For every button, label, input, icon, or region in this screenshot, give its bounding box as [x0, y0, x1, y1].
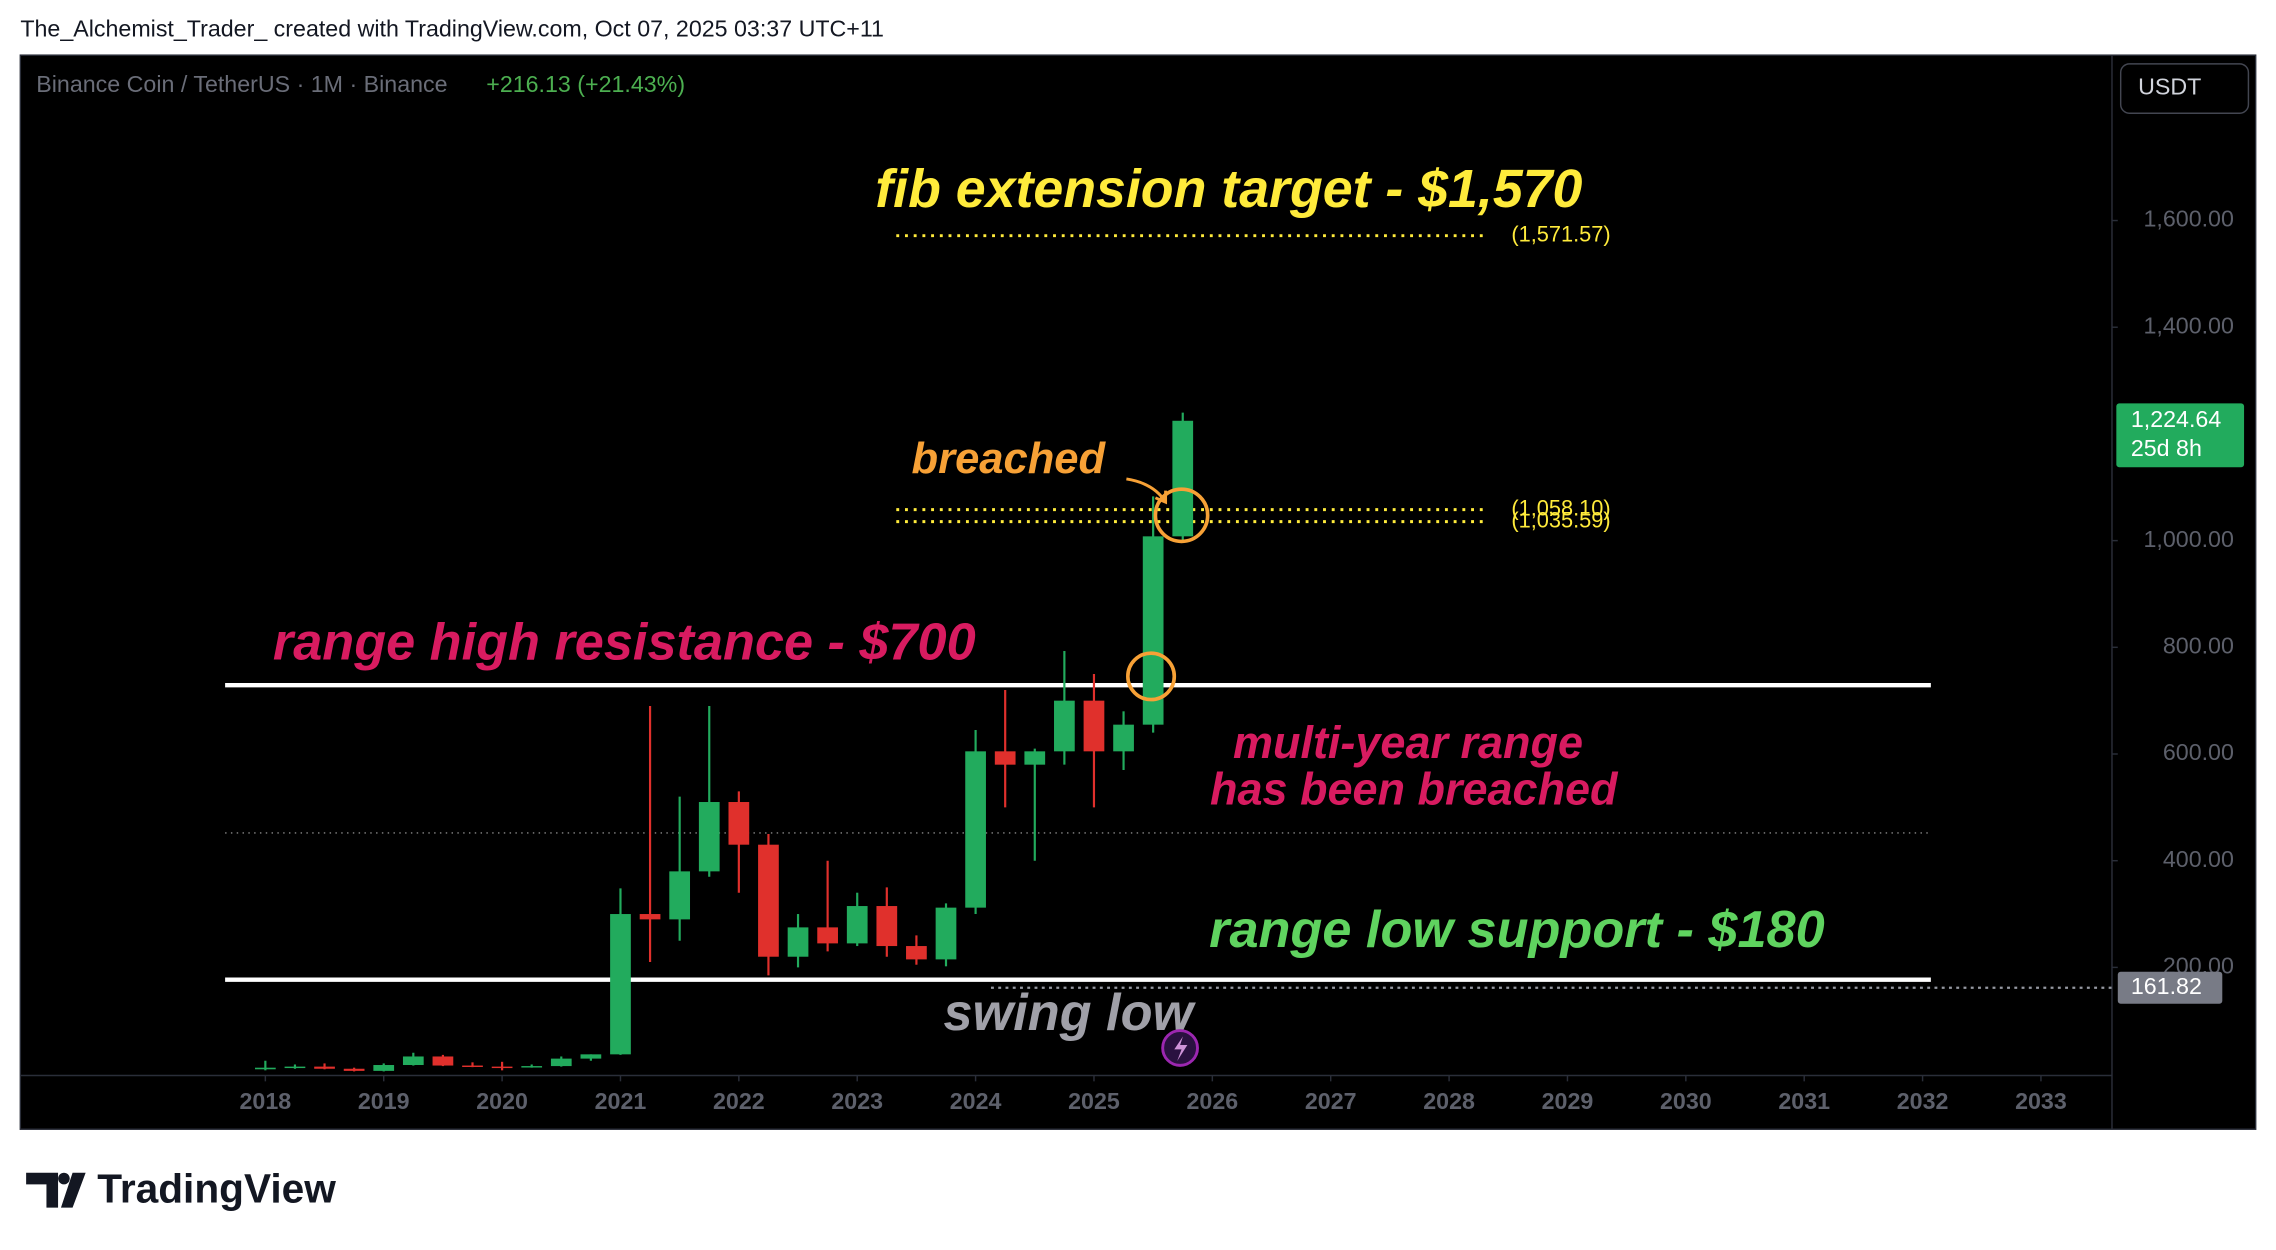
annotation: multi-year range — [1233, 717, 1583, 768]
candle-body — [343, 1068, 365, 1071]
candle-body — [639, 914, 661, 920]
x-tick-label: 2022 — [713, 1088, 765, 1114]
candle-body — [1142, 536, 1164, 725]
candle-body — [758, 844, 779, 957]
candle-body — [935, 907, 957, 960]
candle-body — [906, 946, 927, 960]
logo-mark — [26, 1172, 86, 1208]
y-tick-label: 1,000.00 — [2144, 526, 2234, 552]
last-price-badge — [2116, 403, 2245, 468]
candle-body — [787, 927, 809, 957]
x-tick-label: 2018 — [240, 1088, 292, 1114]
x-tick-label: 2020 — [476, 1088, 528, 1114]
chart-frame — [19, 54, 2257, 1130]
candle-body — [817, 927, 838, 944]
candle-body — [876, 906, 898, 947]
plot: (1,571.57) (1,058.10)(1,035.59) — [225, 219, 2118, 1082]
countdown: 25d 8h — [2131, 435, 2202, 461]
y-tick-label: 1,400.00 — [2144, 312, 2234, 338]
arrow — [1126, 477, 1168, 505]
candle-body — [1024, 751, 1046, 765]
x-tick-label: 2023 — [831, 1088, 883, 1114]
candle-body — [1054, 700, 1075, 752]
annotation: breached — [912, 435, 1107, 483]
x-tick-label: 2027 — [1305, 1088, 1357, 1114]
fib-label: (1,058.10) — [1511, 495, 1610, 520]
annotation: range low support - $180 — [1209, 901, 1825, 959]
annotation: swing low — [943, 984, 1196, 1042]
annotation: fib extension target - $1,570 — [875, 159, 1582, 219]
x-tick-label: 2026 — [1187, 1088, 1239, 1114]
brand: TradingView — [97, 1165, 336, 1211]
x-tick-label: 2019 — [358, 1088, 410, 1114]
candle-body — [432, 1056, 454, 1066]
candle-body — [284, 1066, 306, 1069]
x-tick-label: 2029 — [1542, 1088, 1594, 1114]
candle-body — [698, 802, 720, 872]
y-tick-label: 600.00 — [2163, 739, 2234, 765]
candle-body — [491, 1066, 513, 1069]
x-tick-label: 2021 — [595, 1088, 647, 1114]
price-badge-label: 161.82 — [2131, 973, 2202, 999]
candle-body — [610, 914, 631, 1055]
currency-button[interactable] — [2119, 63, 2250, 114]
price-badge — [2117, 971, 2223, 1004]
x-tick-label: 2025 — [1068, 1088, 1120, 1114]
candle-body — [373, 1065, 395, 1071]
y-tick-label: 400.00 — [2163, 846, 2234, 872]
candle-body — [314, 1066, 335, 1069]
candle-body — [462, 1065, 483, 1067]
candle-body — [1172, 420, 1194, 537]
x-tick-label: 2032 — [1897, 1088, 1949, 1114]
annotation: has been breached — [1210, 763, 1619, 814]
y-tick-label: 1,600.00 — [2144, 206, 2234, 232]
candle-body — [994, 751, 1016, 765]
candle-body — [1083, 700, 1105, 752]
x-tick-label: 2028 — [1423, 1088, 1475, 1114]
change: +216.13 (+21.43%) — [486, 71, 685, 97]
symbol: Binance Coin / TetherUS · 1M · Binance — [36, 71, 447, 97]
candle-body — [965, 751, 986, 908]
candle-body — [846, 906, 868, 944]
candle-body — [1113, 724, 1134, 752]
candle-body — [521, 1066, 543, 1068]
candle-body — [550, 1058, 572, 1067]
x-tick-label: 2031 — [1778, 1088, 1830, 1114]
candle-body — [728, 802, 750, 845]
caption: The_Alchemist_Trader_ created with Tradi… — [20, 16, 884, 42]
fib-label: (1,571.57) — [1511, 221, 1610, 246]
fib-label: (1,035.59) — [1511, 507, 1610, 532]
x-tick-label: 2030 — [1660, 1088, 1712, 1114]
currency[interactable]: USDT — [2138, 74, 2201, 100]
y-tick-label: 800.00 — [2163, 632, 2234, 658]
candle-body — [402, 1056, 424, 1066]
candle-body — [254, 1067, 276, 1070]
annotation: range high resistance - $700 — [273, 614, 976, 672]
highlight-circle — [1153, 487, 1210, 544]
candle-body — [580, 1054, 602, 1059]
last-price-label: 1,224.64 — [2131, 406, 2221, 432]
x-tick-label: 2024 — [950, 1088, 1002, 1114]
x-tick-label: 2033 — [2015, 1088, 2067, 1114]
candle-body — [669, 871, 691, 920]
highlight-circle — [1126, 651, 1177, 702]
event-icon-bolt — [1174, 1036, 1188, 1062]
